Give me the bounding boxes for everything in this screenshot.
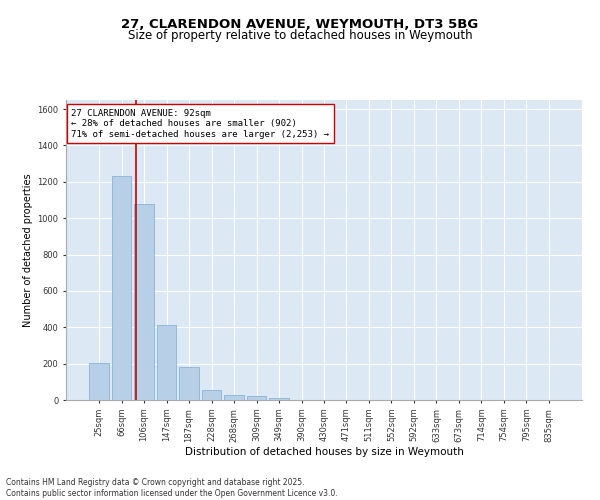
Bar	[202, 390, 221, 400]
Text: 27 CLARENDON AVENUE: 92sqm
← 28% of detached houses are smaller (902)
71% of sem: 27 CLARENDON AVENUE: 92sqm ← 28% of deta…	[71, 109, 329, 139]
Text: Size of property relative to detached houses in Weymouth: Size of property relative to detached ho…	[128, 29, 472, 42]
Y-axis label: Number of detached properties: Number of detached properties	[23, 173, 33, 327]
Bar	[89, 362, 109, 400]
Bar	[112, 176, 131, 400]
Bar	[224, 394, 244, 400]
Bar	[269, 398, 289, 400]
Bar	[157, 324, 176, 400]
Text: 27, CLARENDON AVENUE, WEYMOUTH, DT3 5BG: 27, CLARENDON AVENUE, WEYMOUTH, DT3 5BG	[121, 18, 479, 30]
Bar	[134, 204, 154, 400]
X-axis label: Distribution of detached houses by size in Weymouth: Distribution of detached houses by size …	[185, 447, 463, 457]
Bar	[179, 368, 199, 400]
Bar	[247, 396, 266, 400]
Text: Contains HM Land Registry data © Crown copyright and database right 2025.
Contai: Contains HM Land Registry data © Crown c…	[6, 478, 338, 498]
